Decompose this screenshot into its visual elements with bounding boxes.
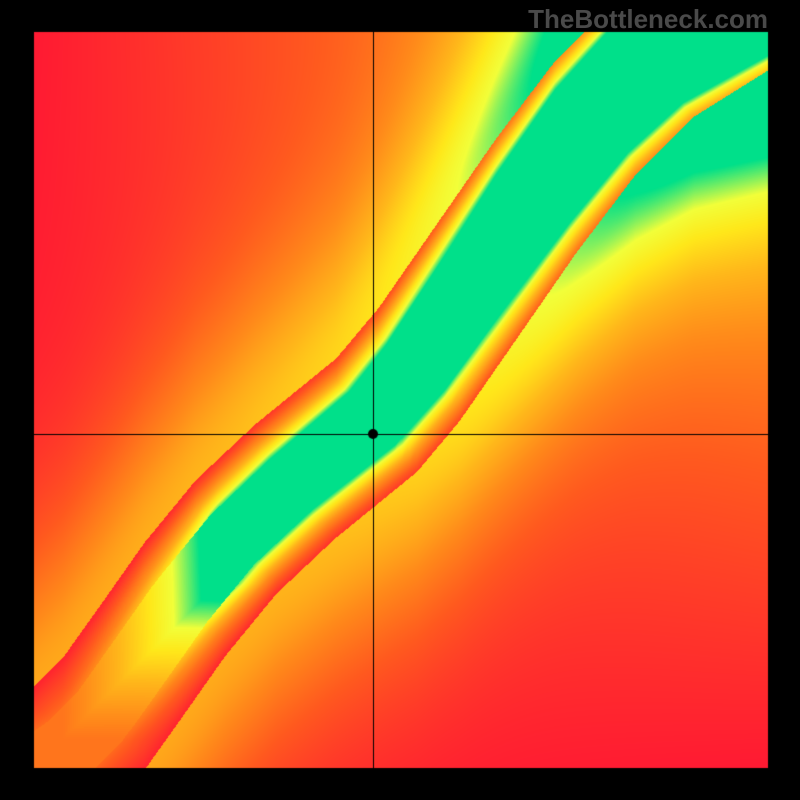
watermark-text: TheBottleneck.com	[528, 4, 768, 35]
heatmap-canvas	[0, 0, 800, 800]
chart-container: TheBottleneck.com	[0, 0, 800, 800]
